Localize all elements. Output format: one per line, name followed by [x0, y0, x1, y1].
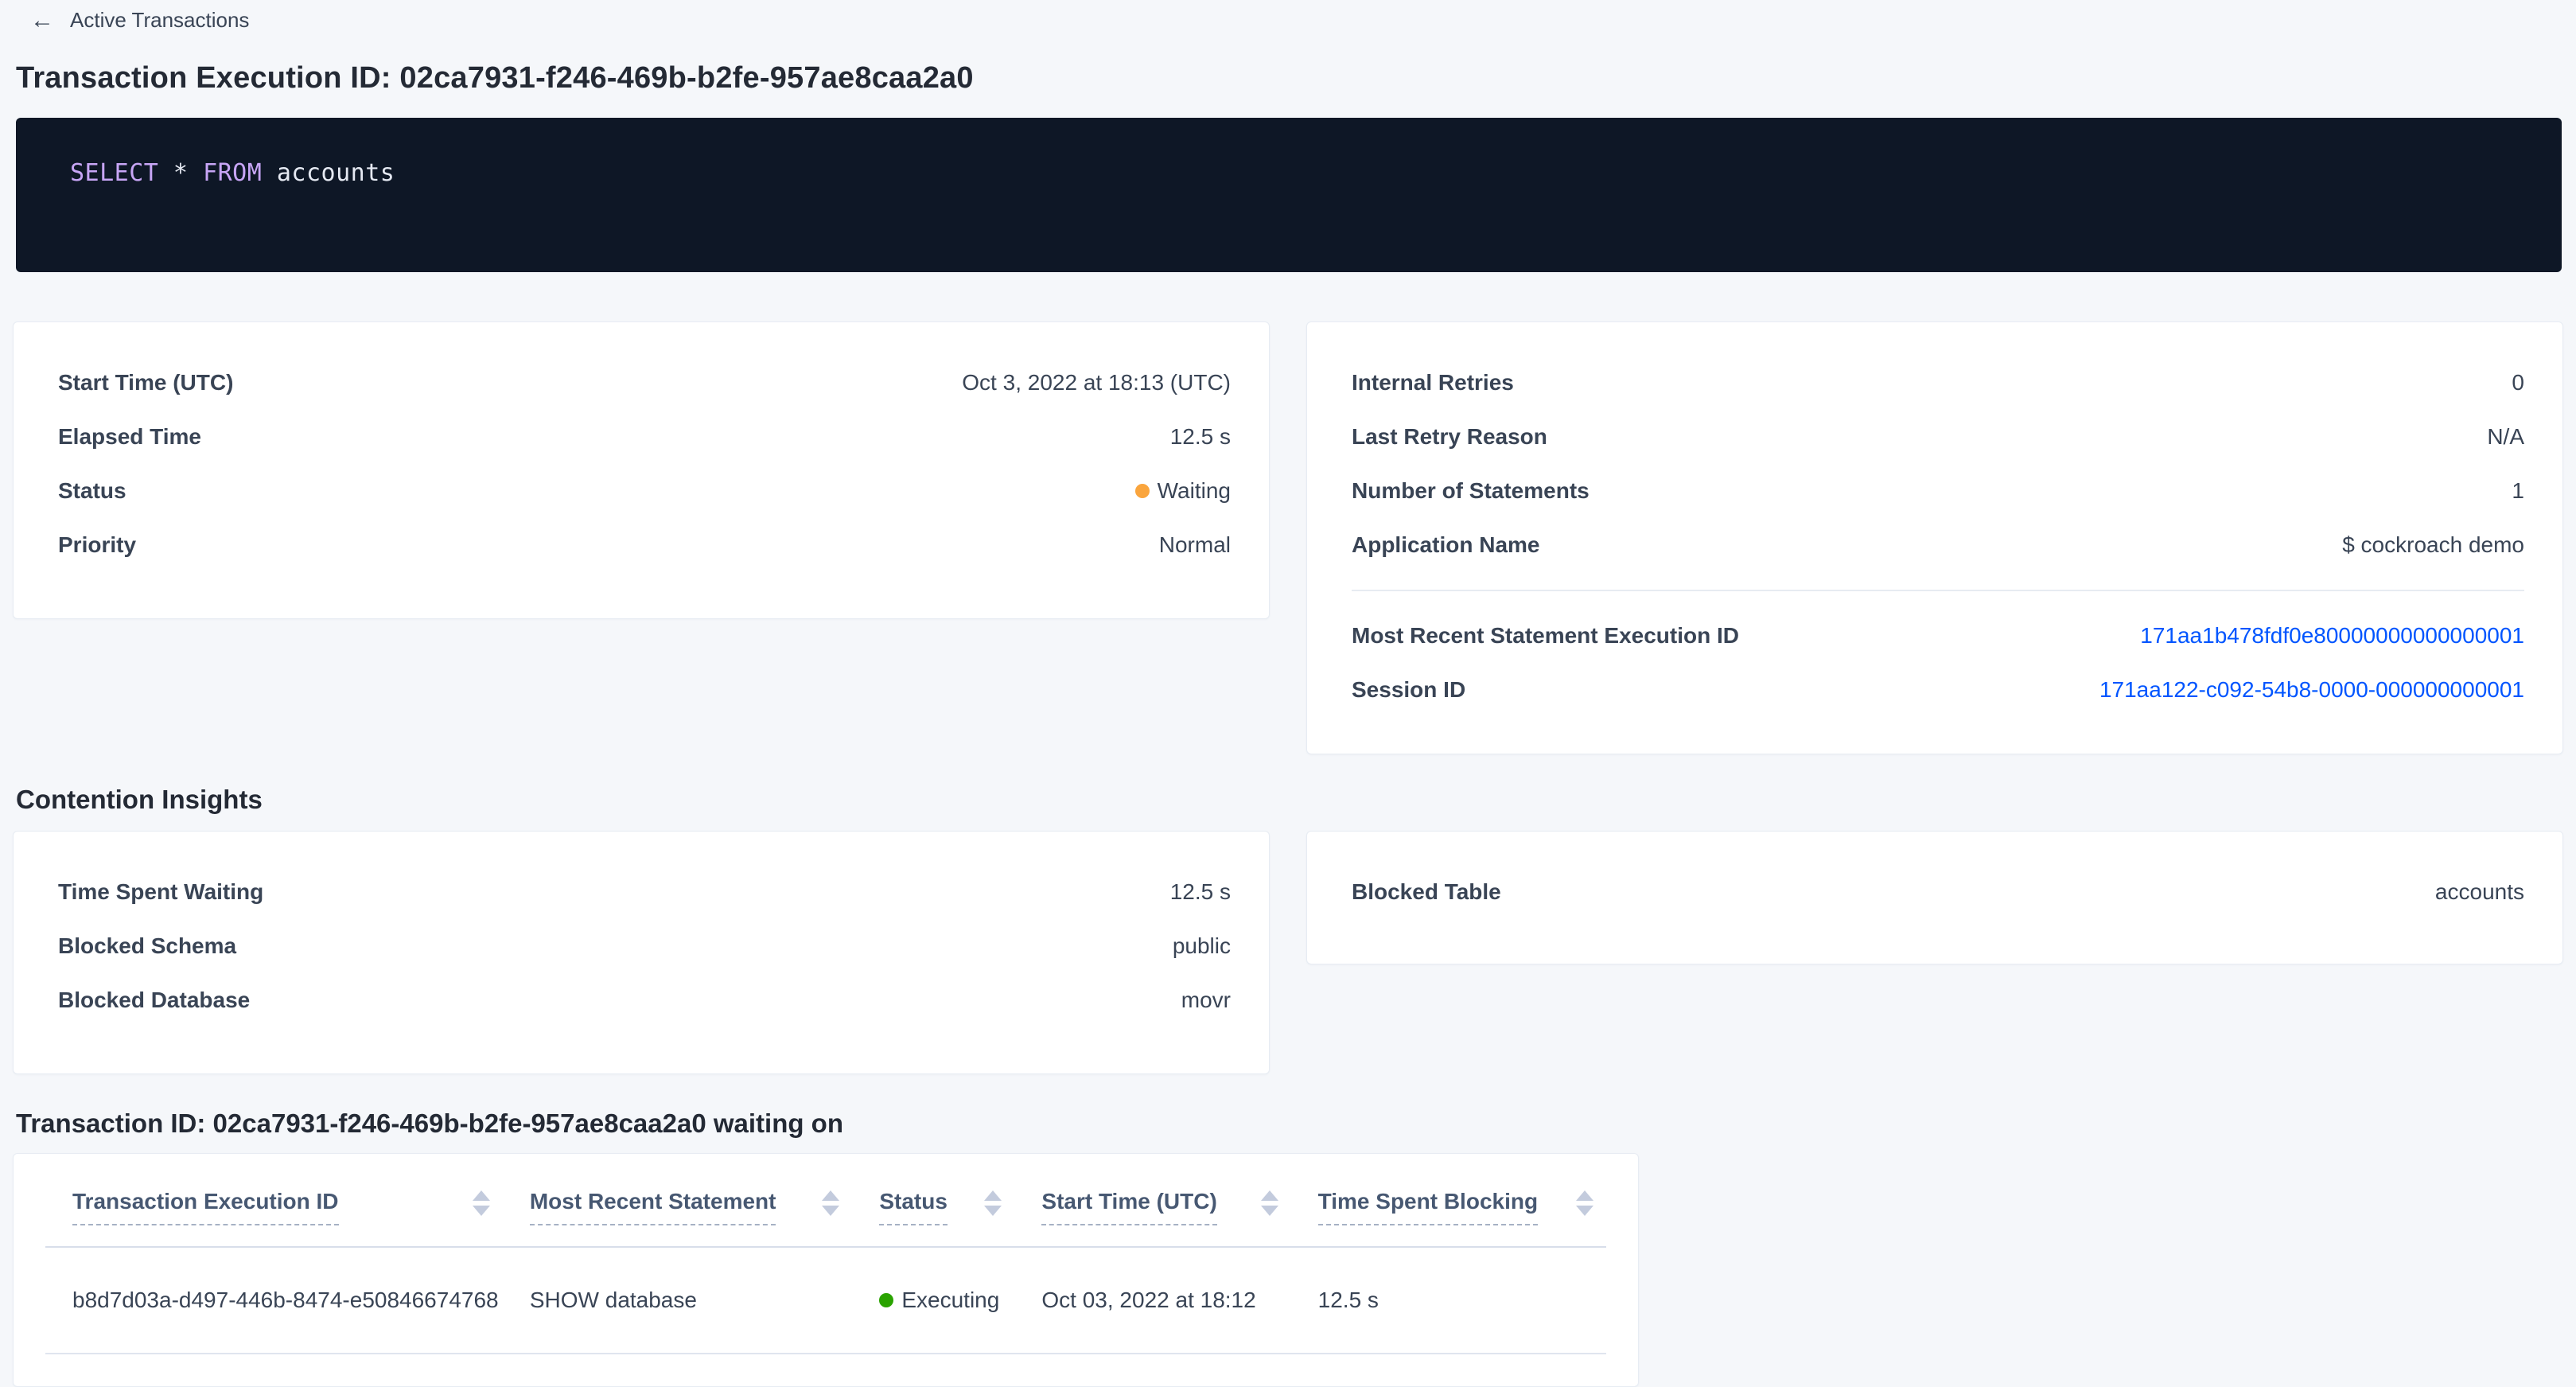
sql-keyword: SELECT	[70, 159, 159, 187]
sort-icon[interactable]	[1260, 1190, 1278, 1216]
transaction-summary-card: Start Time (UTC) Oct 3, 2022 at 18:13 (U…	[13, 321, 1270, 619]
sql-text: *	[158, 159, 204, 187]
detail-value: movr	[1181, 988, 1231, 1012]
column-header-most-recent-statement[interactable]: Most Recent Statement	[502, 1154, 853, 1248]
detail-value: Normal	[1158, 532, 1231, 557]
detail-label: Blocked Schema	[58, 933, 237, 958]
status-badge: Waiting	[1134, 478, 1231, 504]
detail-value: 1	[2512, 478, 2524, 503]
page-title: Transaction Execution ID: 02ca7931-f246-…	[16, 61, 974, 95]
summary-cards-row: Start Time (UTC) Oct 3, 2022 at 18:13 (U…	[13, 321, 2563, 754]
session-id-link[interactable]: 171aa122-c092-54b8-0000-000000000001	[2099, 677, 2524, 702]
waiting-on-table: Transaction Execution ID Most Recent Sta…	[45, 1154, 1606, 1354]
statement-summary-card: Internal Retries 0 Last Retry Reason N/A…	[1306, 321, 2563, 754]
column-header-label[interactable]: Status	[879, 1189, 948, 1225]
cell-status: Executing	[852, 1247, 1015, 1354]
detail-label: Elapsed Time	[58, 424, 202, 449]
detail-value: 12.5 s	[1169, 424, 1231, 449]
contention-cards-row: Time Spent Waiting 12.5 s Blocked Schema…	[13, 831, 2563, 1074]
detail-row-elapsed-time: Elapsed Time 12.5 s	[58, 410, 1231, 464]
waiting-on-heading: Transaction ID: 02ca7931-f246-469b-b2fe-…	[16, 1108, 843, 1138]
cell-time-spent-blocking: 12.5 s	[1290, 1247, 1606, 1354]
cell-start-time: Oct 03, 2022 at 18:12	[1014, 1247, 1291, 1354]
detail-value: N/A	[2487, 424, 2524, 449]
detail-row-time-spent-waiting: Time Spent Waiting 12.5 s	[58, 865, 1231, 919]
detail-row-blocked-table: Blocked Table accounts	[1352, 865, 2524, 919]
detail-value: 12.5 s	[1169, 879, 1231, 904]
status-executing-dot-icon	[879, 1293, 894, 1307]
cell-most-recent-statement: SHOW database	[502, 1247, 853, 1354]
column-header-label[interactable]: Start Time (UTC)	[1041, 1189, 1217, 1225]
sort-icon[interactable]	[822, 1190, 840, 1216]
contention-insights-heading: Contention Insights	[16, 785, 263, 814]
back-link-label[interactable]: Active Transactions	[70, 8, 250, 32]
detail-label: Blocked Table	[1352, 879, 1501, 904]
column-header-start-time[interactable]: Start Time (UTC)	[1014, 1154, 1291, 1248]
contention-right-card: Blocked Table accounts	[1306, 831, 2563, 964]
detail-value: Oct 3, 2022 at 18:13 (UTC)	[962, 370, 1231, 395]
detail-label: Time Spent Waiting	[58, 879, 264, 904]
sort-icon[interactable]	[984, 1190, 1002, 1216]
detail-value: accounts	[2434, 879, 2524, 904]
back-link[interactable]: ← Active Transactions	[30, 8, 249, 33]
sql-keyword: FROM	[203, 159, 263, 187]
sql-text: accounts	[262, 159, 395, 187]
detail-row-status: Status Waiting	[58, 464, 1231, 518]
detail-row-blocked-schema: Blocked Schema public	[58, 919, 1231, 973]
card-divider	[1352, 590, 2524, 591]
table-row: b8d7d03a-d497-446b-8474-e50846674768 SHO…	[45, 1247, 1606, 1354]
detail-label: Application Name	[1352, 532, 1540, 557]
sort-icon[interactable]	[472, 1190, 490, 1216]
detail-label: Priority	[58, 532, 137, 557]
detail-row-application-name: Application Name $ cockroach demo	[1352, 518, 2524, 572]
detail-row-internal-retries: Internal Retries 0	[1352, 356, 2524, 410]
back-arrow-icon: ←	[30, 6, 54, 33]
detail-label: Status	[58, 478, 126, 503]
status-text: Waiting	[1157, 478, 1231, 503]
detail-row-blocked-database: Blocked Database movr	[58, 973, 1231, 1027]
statement-execution-id-link[interactable]: 171aa1b478fdf0e80000000000000001	[2140, 623, 2524, 648]
detail-label: Session ID	[1352, 677, 1466, 702]
sort-icon[interactable]	[1576, 1190, 1593, 1216]
column-header-status[interactable]: Status	[852, 1154, 1015, 1248]
waiting-on-table-card: Transaction Execution ID Most Recent Sta…	[13, 1153, 1639, 1387]
column-header-label[interactable]: Time Spent Blocking	[1317, 1189, 1539, 1225]
sql-statement-text: SELECT * FROM accounts	[70, 159, 2530, 187]
table-header-row: Transaction Execution ID Most Recent Sta…	[45, 1154, 1606, 1248]
status-waiting-dot-icon	[1134, 484, 1150, 498]
detail-row-session-id: Session ID 171aa122-c092-54b8-0000-00000…	[1352, 663, 2524, 717]
detail-value: public	[1172, 933, 1231, 958]
detail-row-number-of-statements: Number of Statements 1	[1352, 464, 2524, 518]
detail-row-last-retry-reason: Last Retry Reason N/A	[1352, 410, 2524, 464]
cell-transaction-execution-id: b8d7d03a-d497-446b-8474-e50846674768	[45, 1247, 503, 1354]
column-header-transaction-execution-id[interactable]: Transaction Execution ID	[45, 1154, 503, 1248]
detail-row-priority: Priority Normal	[58, 518, 1231, 572]
detail-label: Number of Statements	[1352, 478, 1590, 503]
detail-label: Blocked Database	[58, 988, 251, 1012]
contention-left-card: Time Spent Waiting 12.5 s Blocked Schema…	[13, 831, 1270, 1074]
status-text: Executing	[901, 1288, 1000, 1312]
detail-value: $ cockroach demo	[2342, 532, 2524, 557]
detail-label: Start Time (UTC)	[58, 370, 234, 395]
detail-label: Most Recent Statement Execution ID	[1352, 623, 1739, 648]
detail-row-statement-execution-id: Most Recent Statement Execution ID 171aa…	[1352, 609, 2524, 663]
sql-statement-box: SELECT * FROM accounts	[16, 118, 2562, 272]
column-header-label[interactable]: Most Recent Statement	[529, 1189, 776, 1225]
detail-label: Internal Retries	[1352, 370, 1514, 395]
column-header-time-spent-blocking[interactable]: Time Spent Blocking	[1290, 1154, 1606, 1248]
detail-row-start-time: Start Time (UTC) Oct 3, 2022 at 18:13 (U…	[58, 356, 1231, 410]
column-header-label[interactable]: Transaction Execution ID	[72, 1189, 339, 1225]
detail-value: 0	[2512, 370, 2524, 395]
detail-label: Last Retry Reason	[1352, 424, 1547, 449]
